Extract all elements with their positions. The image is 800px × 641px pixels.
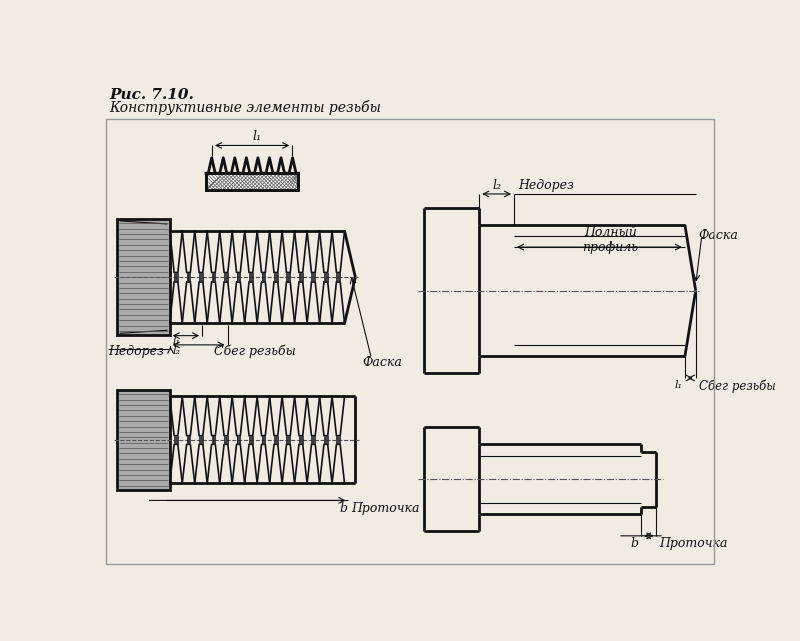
Text: l₁: l₁ (173, 337, 181, 346)
Text: b: b (340, 502, 348, 515)
Text: Сбег резьбы: Сбег резьбы (698, 379, 776, 393)
Text: Сбег резьбы: Сбег резьбы (214, 345, 295, 358)
Text: Фаска: Фаска (698, 229, 738, 242)
Text: l₁: l₁ (252, 130, 262, 143)
Bar (206, 173, 298, 190)
Text: Полный
профиль: Полный профиль (582, 226, 638, 254)
Bar (206, 173, 298, 190)
Text: Рис. 7.10.: Рис. 7.10. (110, 88, 194, 102)
Text: b: b (630, 537, 638, 551)
Bar (118, 219, 170, 335)
Text: l₁: l₁ (674, 379, 682, 390)
Text: l₂: l₂ (492, 179, 501, 192)
Text: l₂: l₂ (173, 345, 181, 356)
Text: Недорез: Недорез (518, 179, 574, 192)
Text: Проточка: Проточка (350, 502, 419, 515)
Text: Фаска: Фаска (362, 356, 402, 369)
Text: Конструктивные элементы резьбы: Конструктивные элементы резьбы (110, 100, 382, 115)
Text: Проточка: Проточка (658, 537, 727, 551)
Text: Недорез: Недорез (108, 345, 164, 358)
Bar (118, 390, 170, 490)
